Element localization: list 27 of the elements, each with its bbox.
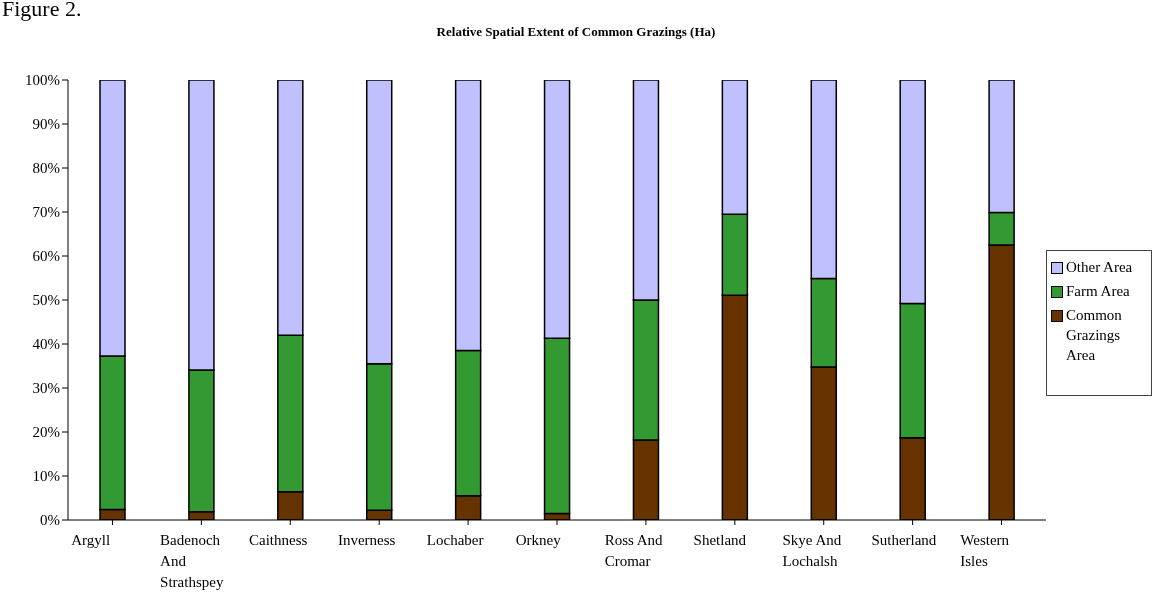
x-tick-label: Badenoch And Strathspey: [160, 532, 224, 590]
x-tick-label: Western Isles: [960, 532, 1010, 569]
y-tick-label: 10%: [32, 468, 60, 485]
y-tick-label: 100%: [25, 72, 60, 89]
x-tick-label: Argyll: [71, 532, 111, 548]
x-tick-label: Orkney: [515, 532, 562, 548]
caption: Figure 2.: [2, 0, 82, 22]
chart-title: Relative Spatial Extent of Common Grazings (Ha): [435, 24, 717, 40]
x-tick-label: Shetland: [693, 532, 747, 548]
legend-label: Farm Area: [1066, 282, 1130, 301]
x-tick-label: Caithness: [249, 532, 308, 548]
legend-label: Common Grazings Area: [1066, 306, 1123, 365]
x-tick-label: Ross And Cromar: [604, 532, 664, 569]
y-tick-label: 80%: [32, 160, 60, 177]
y-tick-label: 50%: [32, 292, 60, 309]
y-tick-label: 0%: [40, 512, 60, 529]
y-tick-label: 60%: [32, 248, 60, 265]
legend-label: Other Area: [1066, 258, 1133, 277]
y-tick-label: 40%: [32, 336, 60, 353]
y-tick-label: 30%: [32, 380, 60, 397]
y-tick-label: 70%: [32, 204, 60, 221]
y-tick-label: 20%: [32, 424, 60, 441]
x-tick-label: Inverness: [337, 532, 396, 548]
x-tick-label: Lochaber: [426, 532, 484, 548]
x-tick-label: Sutherland: [871, 532, 937, 548]
y-tick-label: 90%: [32, 116, 60, 133]
x-tick-label: Skye And Lochalsh: [782, 532, 842, 569]
